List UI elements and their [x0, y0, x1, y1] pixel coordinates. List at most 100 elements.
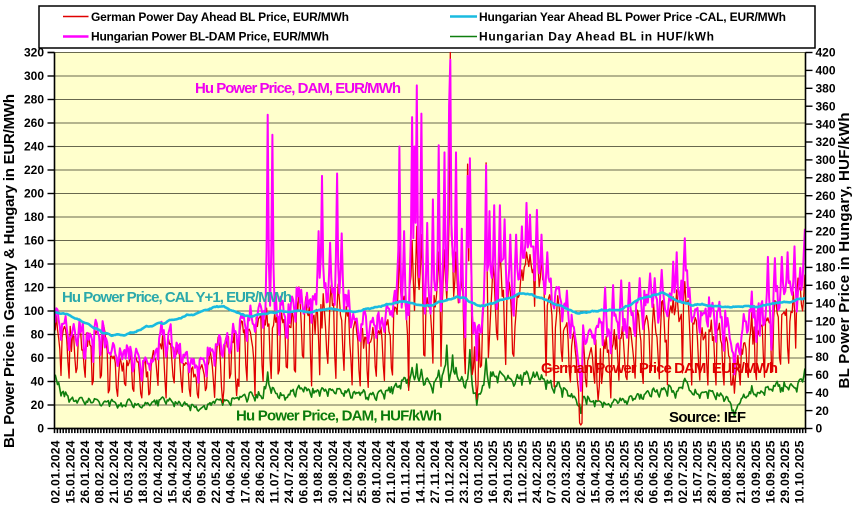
svg-text:16.01.2025: 16.01.2025 — [486, 440, 500, 503]
svg-text:60: 60 — [816, 368, 830, 382]
svg-text:29.09.2025: 29.09.2025 — [778, 440, 792, 503]
svg-text:15.04.2024: 15.04.2024 — [165, 440, 179, 503]
svg-text:420: 420 — [816, 46, 836, 60]
svg-text:80: 80 — [31, 328, 45, 342]
svg-text:02.04.2025: 02.04.2025 — [574, 440, 588, 503]
svg-text:26.04.2024: 26.04.2024 — [180, 440, 194, 503]
svg-text:09.05.2024: 09.05.2024 — [195, 440, 209, 503]
svg-text:280: 280 — [24, 93, 44, 107]
svg-text:11.07.2024: 11.07.2024 — [268, 440, 282, 503]
svg-text:400: 400 — [816, 64, 836, 78]
svg-text:14.11.2024: 14.11.2024 — [413, 440, 427, 503]
svg-text:25.09.2024: 25.09.2024 — [355, 440, 369, 503]
svg-text:28.06.2024: 28.06.2024 — [253, 440, 267, 503]
svg-text:21.02.2024: 21.02.2024 — [107, 440, 121, 503]
svg-text:200: 200 — [816, 243, 836, 257]
svg-text:320: 320 — [816, 135, 836, 149]
svg-text:100: 100 — [816, 332, 836, 346]
svg-text:180: 180 — [816, 261, 836, 275]
svg-text:Hu Power Price, DAM, EUR/MWh: Hu Power Price, DAM, EUR/MWh — [195, 80, 401, 97]
svg-text:240: 240 — [816, 207, 836, 221]
svg-text:12.09.2024: 12.09.2024 — [340, 440, 354, 503]
svg-text:04.06.2024: 04.06.2024 — [224, 440, 238, 503]
svg-text:160: 160 — [24, 234, 44, 248]
svg-text:240: 240 — [24, 140, 44, 154]
svg-text:Hungarian Power BL-DAM Price,: Hungarian Power BL-DAM Price, EUR/MWh — [91, 29, 329, 43]
svg-text:15.04.2025: 15.04.2025 — [588, 440, 602, 503]
svg-text:01.11.2024: 01.11.2024 — [399, 440, 413, 503]
svg-text:BL Power Price in Hungary, HUF: BL Power Price in Hungary, HUF/kWh — [836, 113, 853, 389]
svg-text:15.01.2024: 15.01.2024 — [63, 440, 77, 503]
svg-text:11.02.2025: 11.02.2025 — [515, 440, 529, 503]
svg-text:260: 260 — [816, 189, 836, 203]
svg-text:40: 40 — [31, 375, 45, 389]
svg-text:15.07.2025: 15.07.2025 — [690, 440, 704, 503]
svg-text:160: 160 — [816, 279, 836, 293]
svg-text:300: 300 — [24, 69, 44, 83]
svg-text:280: 280 — [816, 171, 836, 185]
svg-text:140: 140 — [816, 296, 836, 310]
svg-text:05.03.2024: 05.03.2024 — [122, 440, 136, 503]
svg-text:24.07.2024: 24.07.2024 — [282, 440, 296, 503]
svg-text:06.08.2024: 06.08.2024 — [297, 440, 311, 503]
svg-text:03.09.2025: 03.09.2025 — [749, 440, 763, 503]
svg-text:260: 260 — [24, 116, 44, 130]
svg-text:02.04.2024: 02.04.2024 — [151, 440, 165, 503]
svg-text:27.11.2024: 27.11.2024 — [428, 440, 442, 503]
svg-text:30.04.2025: 30.04.2025 — [603, 440, 617, 503]
svg-text:28.07.2025: 28.07.2025 — [705, 440, 719, 503]
svg-text:17.06.2024: 17.06.2024 — [238, 440, 252, 503]
svg-text:360: 360 — [816, 99, 836, 113]
svg-text:BL Power Price in Gemany & Hun: BL Power Price in Gemany & Hungary in EU… — [1, 94, 18, 448]
svg-text:60: 60 — [31, 351, 45, 365]
svg-text:German Power Day Ahead BL Pric: German Power Day Ahead BL Price, EUR/MWh — [91, 10, 349, 24]
svg-text:06.06.2025: 06.06.2025 — [647, 440, 661, 503]
svg-text:29.01.2025: 29.01.2025 — [501, 440, 515, 503]
svg-text:07.03.2025: 07.03.2025 — [545, 440, 559, 503]
svg-text:20.03.2025: 20.03.2025 — [559, 440, 573, 503]
svg-text:21.08.2025: 21.08.2025 — [734, 440, 748, 503]
svg-text:380: 380 — [816, 82, 836, 96]
svg-text:Hungarian Year Ahead BL Power: Hungarian Year Ahead BL Power Price -CAL… — [479, 10, 786, 24]
svg-text:16.09.2025: 16.09.2025 — [763, 440, 777, 503]
svg-text:10.10.2025: 10.10.2025 — [793, 440, 807, 503]
svg-text:22.05.2024: 22.05.2024 — [209, 440, 223, 503]
svg-text:26.01.2024: 26.01.2024 — [78, 440, 92, 503]
svg-text:Hu Power Price, DAM, HUF/kWh: Hu Power Price, DAM, HUF/kWh — [236, 408, 442, 425]
svg-text:Hu Power Price, CAL Y+1, EUR/M: Hu Power Price, CAL Y+1, EUR/MWh — [62, 289, 292, 306]
svg-text:0: 0 — [816, 422, 823, 436]
svg-text:13.05.2025: 13.05.2025 — [618, 440, 632, 503]
svg-text:100: 100 — [24, 304, 44, 318]
svg-text:19.06.2025: 19.06.2025 — [661, 440, 675, 503]
svg-text:Source: IEF: Source: IEF — [669, 409, 746, 426]
svg-text:20: 20 — [31, 398, 45, 412]
svg-text:02.01.2024: 02.01.2024 — [49, 440, 63, 503]
svg-text:200: 200 — [24, 187, 44, 201]
svg-text:20: 20 — [816, 404, 830, 418]
svg-text:German Power Price DAM, EUR/MW: German Power Price DAM, EUR/MWh — [541, 360, 778, 377]
svg-text:40: 40 — [816, 386, 830, 400]
svg-text:08.08.2025: 08.08.2025 — [720, 440, 734, 503]
svg-text:0: 0 — [37, 422, 44, 436]
svg-text:140: 140 — [24, 257, 44, 271]
svg-text:19.08.2024: 19.08.2024 — [311, 440, 325, 503]
svg-text:220: 220 — [816, 225, 836, 239]
svg-text:02.07.2025: 02.07.2025 — [676, 440, 690, 503]
svg-text:320: 320 — [24, 46, 44, 60]
svg-text:18.03.2024: 18.03.2024 — [136, 440, 150, 503]
svg-text:120: 120 — [816, 314, 836, 328]
svg-text:120: 120 — [24, 281, 44, 295]
svg-text:08.02.2024: 08.02.2024 — [93, 440, 107, 503]
svg-text:23.12.2024: 23.12.2024 — [457, 440, 471, 503]
svg-text:21.10.2024: 21.10.2024 — [384, 440, 398, 503]
svg-text:03.01.2025: 03.01.2025 — [472, 440, 486, 503]
svg-text:30.08.2024: 30.08.2024 — [326, 440, 340, 503]
svg-text:26.05.2025: 26.05.2025 — [632, 440, 646, 503]
svg-text:80: 80 — [816, 350, 830, 364]
svg-text:340: 340 — [816, 117, 836, 131]
svg-text:10.12.2024: 10.12.2024 — [443, 440, 457, 503]
svg-text:300: 300 — [816, 153, 836, 167]
svg-text:Hungarian Day Ahead BL in HUF/: Hungarian Day Ahead BL in HUF/kWh — [479, 29, 714, 43]
svg-text:08.10.2024: 08.10.2024 — [370, 440, 384, 503]
svg-text:220: 220 — [24, 163, 44, 177]
